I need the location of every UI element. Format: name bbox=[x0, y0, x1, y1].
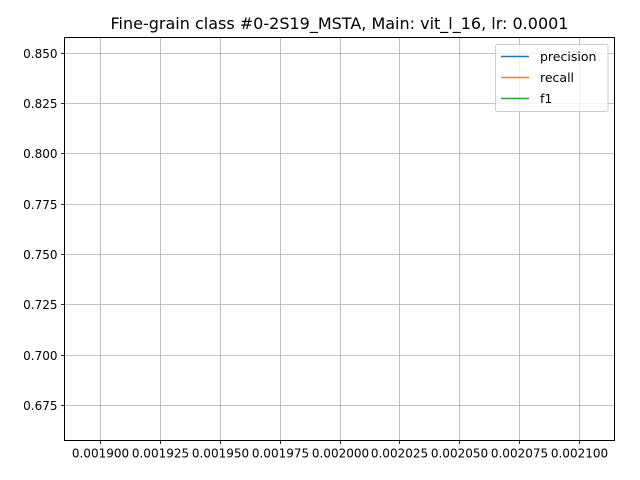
y-tick-label: 0.775 bbox=[23, 198, 57, 212]
legend-label-recall: recall bbox=[540, 70, 574, 85]
legend: precision recall f1 bbox=[495, 44, 609, 112]
y-tick-label: 0.725 bbox=[23, 298, 57, 312]
x-tick-label: 0.002025 bbox=[371, 447, 428, 461]
y-tick-label: 0.850 bbox=[23, 47, 57, 61]
y-axis: 0.675 0.700 0.725 0.750 0.775 0.800 0.825 0.850 bbox=[23, 47, 65, 413]
y-tick-label: 0.750 bbox=[23, 248, 57, 262]
legend-label-f1: f1 bbox=[540, 91, 552, 106]
legend-label-precision: precision bbox=[540, 49, 596, 64]
x-tick-label: 0.002100 bbox=[551, 447, 608, 461]
chart-title: Fine-grain class #0-2S19_MSTA, Main: vit… bbox=[111, 14, 569, 34]
y-tick-label: 0.675 bbox=[23, 399, 57, 413]
y-tick-label: 0.825 bbox=[23, 97, 57, 111]
x-tick-label: 0.001925 bbox=[132, 447, 189, 461]
x-tick-label: 0.001975 bbox=[252, 447, 309, 461]
legend-box bbox=[495, 44, 609, 112]
x-tick-label: 0.001900 bbox=[72, 447, 129, 461]
x-tick-label: 0.002000 bbox=[312, 447, 369, 461]
plot-frame bbox=[64, 37, 615, 441]
x-tick-label: 0.002050 bbox=[431, 447, 488, 461]
grid bbox=[64, 37, 615, 441]
x-tick-label: 0.002075 bbox=[491, 447, 548, 461]
y-tick-label: 0.700 bbox=[23, 349, 57, 363]
x-axis: 0.001900 0.001925 0.001950 0.001975 0.002000… bbox=[72, 440, 608, 461]
x-tick-label: 0.001950 bbox=[192, 447, 249, 461]
y-tick-label: 0.800 bbox=[23, 147, 57, 161]
